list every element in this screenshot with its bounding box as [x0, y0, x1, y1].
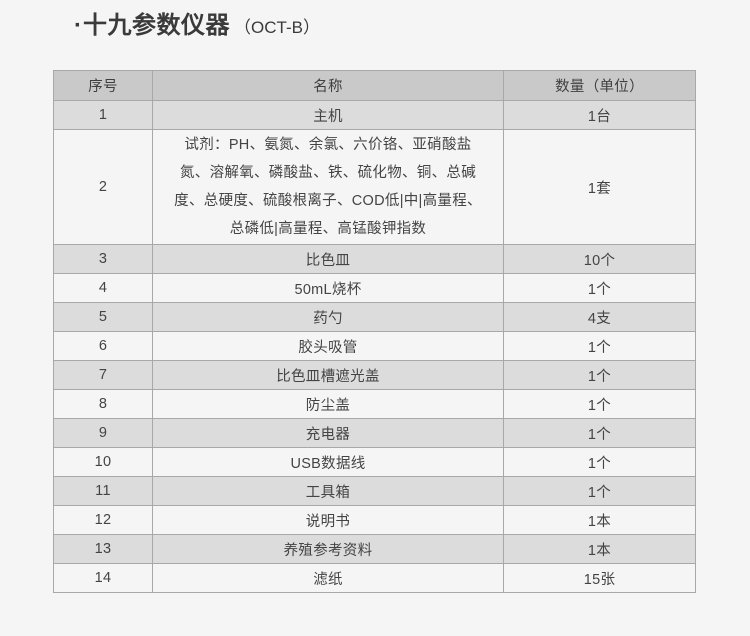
cell-index: 3 [53, 244, 153, 274]
table-row: 8 防尘盖 1个 [53, 389, 696, 419]
cell-name: 养殖参考资料 [152, 534, 504, 564]
table-row: 7 比色皿槽遮光盖 1个 [53, 360, 696, 390]
title-model-text: （OCT-B） [234, 18, 320, 37]
reagent-line: 氮、溶解氧、磷酸盐、铁、硫化物、铜、总碱 [180, 165, 476, 181]
cell-name: 工具箱 [152, 476, 504, 506]
cell-quantity: 1个 [503, 331, 696, 361]
table-row: 1 主机 1台 [53, 100, 696, 130]
cell-index: 4 [53, 273, 153, 303]
table-row: 2 试剂：PH、氨氮、余氯、六价铬、亚硝酸盐 氮、溶解氧、磷酸盐、铁、硫化物、铜… [53, 129, 696, 245]
cell-index: 11 [53, 476, 153, 506]
cell-index: 10 [53, 447, 153, 477]
cell-quantity: 10个 [503, 244, 696, 274]
cell-index: 12 [53, 505, 153, 535]
cell-name: 主机 [152, 100, 504, 130]
title-main-text: 十九参数仪器 [83, 12, 230, 39]
table-row: 11 工具箱 1个 [53, 476, 696, 506]
cell-name: 比色皿槽遮光盖 [152, 360, 504, 390]
cell-index: 5 [53, 302, 153, 332]
table-row: 3 比色皿 10个 [53, 244, 696, 274]
column-header-name: 名称 [152, 70, 504, 101]
cell-index: 13 [53, 534, 153, 564]
cell-index: 6 [53, 331, 153, 361]
cell-name: 胶头吸管 [152, 331, 504, 361]
cell-index: 14 [53, 563, 153, 593]
cell-quantity: 1本 [503, 534, 696, 564]
table-header-row: 序号 名称 数量（单位） [53, 70, 696, 101]
cell-quantity: 1本 [503, 505, 696, 535]
table-row: 14 滤纸 15张 [53, 563, 696, 593]
table-header: 序号 名称 数量（单位） [53, 70, 696, 101]
reagent-line: 总磷低|高量程、高锰酸钾指数 [229, 221, 427, 237]
page-title: · 十九参数仪器 （OCT-B） [74, 14, 320, 38]
column-header-index: 序号 [53, 70, 153, 101]
cell-quantity: 1个 [503, 476, 696, 506]
cell-index: 2 [53, 129, 153, 245]
cell-quantity: 1个 [503, 273, 696, 303]
cell-quantity: 1个 [503, 418, 696, 448]
cell-quantity: 1个 [503, 447, 696, 477]
cell-quantity: 1个 [503, 389, 696, 419]
cell-name: 药勺 [152, 302, 504, 332]
table-row: 10 USB数据线 1个 [53, 447, 696, 477]
table-row: 12 说明书 1本 [53, 505, 696, 535]
cell-name-reagents: 试剂：PH、氨氮、余氯、六价铬、亚硝酸盐 氮、溶解氧、磷酸盐、铁、硫化物、铜、总… [152, 129, 504, 245]
cell-index: 8 [53, 389, 153, 419]
table-row: 5 药勺 4支 [53, 302, 696, 332]
cell-quantity: 1套 [503, 129, 696, 245]
column-header-quantity: 数量（单位） [503, 70, 696, 101]
table-body: 1 主机 1台 2 试剂：PH、氨氮、余氯、六价铬、亚硝酸盐 氮、溶解氧、磷酸盐… [53, 100, 696, 593]
table-row: 4 50mL烧杯 1个 [53, 273, 696, 303]
reagent-line: 度、总硬度、硫酸根离子、COD低|中|高量程、 [174, 193, 482, 209]
table-row: 9 充电器 1个 [53, 418, 696, 448]
cell-name: 滤纸 [152, 563, 504, 593]
table-row: 13 养殖参考资料 1本 [53, 534, 696, 564]
reagent-line: 试剂：PH、氨氮、余氯、六价铬、亚硝酸盐 [184, 137, 472, 153]
cell-name: USB数据线 [152, 447, 504, 477]
cell-quantity: 1个 [503, 360, 696, 390]
cell-index: 9 [53, 418, 153, 448]
cell-quantity: 15张 [503, 563, 696, 593]
cell-quantity: 4支 [503, 302, 696, 332]
cell-index: 7 [53, 360, 153, 390]
cell-name: 说明书 [152, 505, 504, 535]
packing-list-table: 序号 名称 数量（单位） 1 主机 1台 2 试剂：PH、氨氮、余氯、六价铬、亚… [53, 70, 696, 593]
cell-name: 充电器 [152, 418, 504, 448]
table-row: 6 胶头吸管 1个 [53, 331, 696, 361]
cell-name: 50mL烧杯 [152, 273, 504, 303]
cell-name: 防尘盖 [152, 389, 504, 419]
cell-name: 比色皿 [152, 244, 504, 274]
cell-index: 1 [53, 100, 153, 130]
title-bullet-icon: · [74, 12, 82, 39]
cell-quantity: 1台 [503, 100, 696, 130]
